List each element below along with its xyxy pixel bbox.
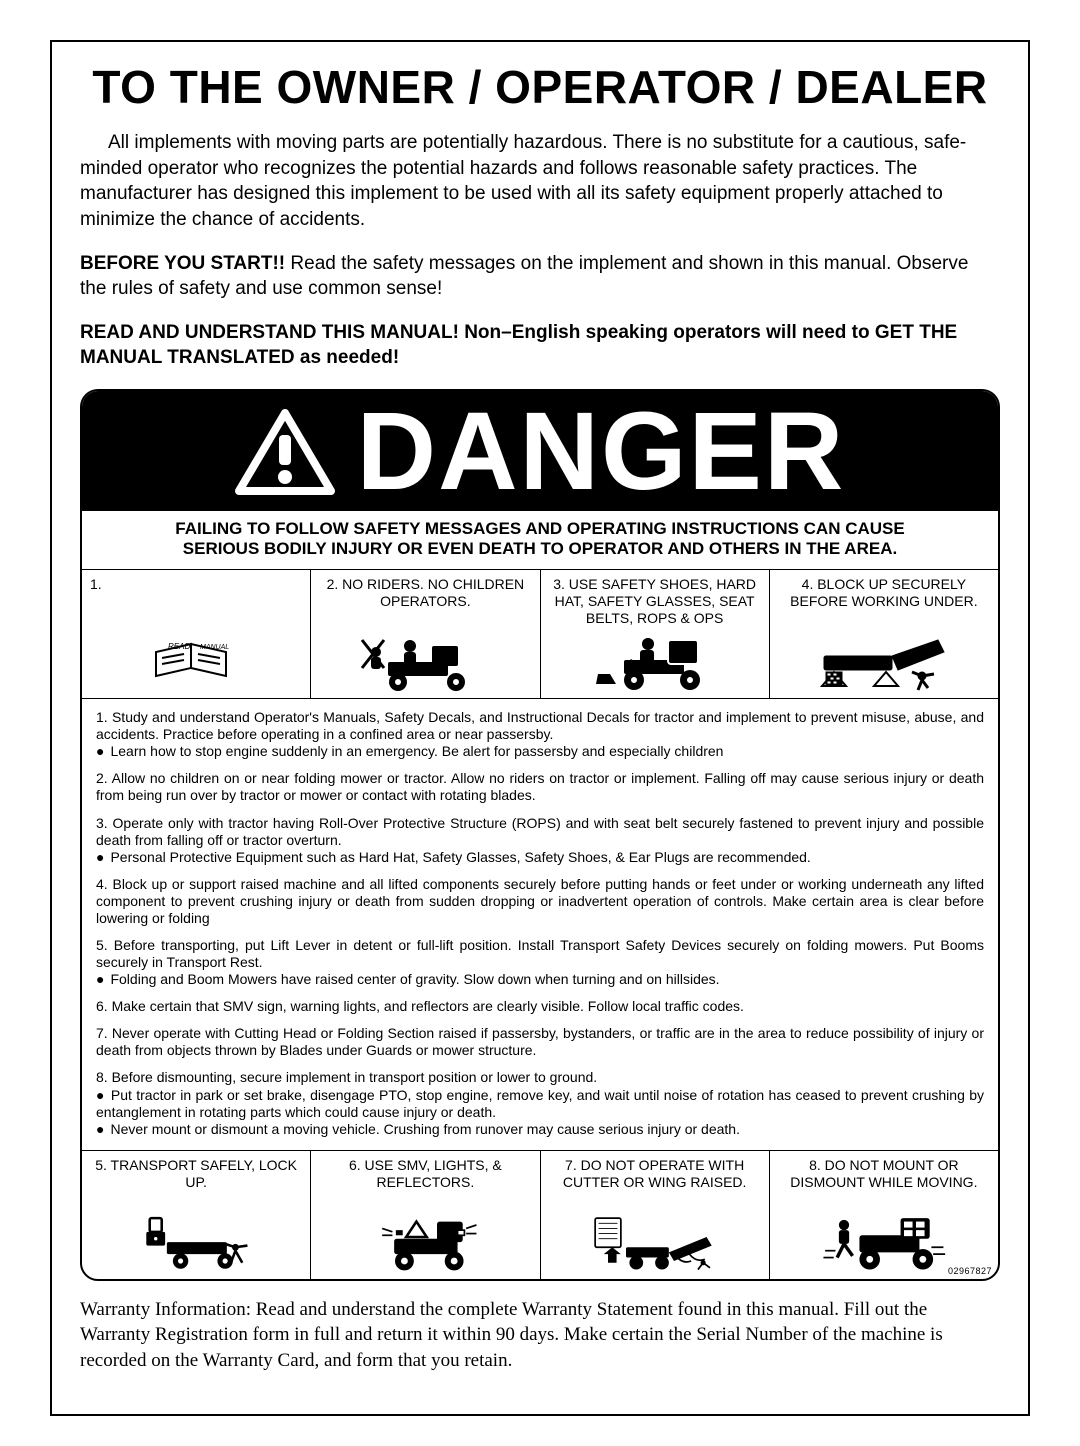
rule-4: 4. Block up or support raised machine an… xyxy=(96,876,984,927)
icon-cell-4: 4. BLOCK UP SECURELY BEFORE WORKING UNDE… xyxy=(770,570,998,698)
icon-caption: 6. USE SMV, LIGHTS, & REFLECTORS. xyxy=(319,1157,531,1209)
icon-cell-3: 3. USE SAFETY SHOES, HARD HAT, SAFETY GL… xyxy=(541,570,770,698)
ppe-icon xyxy=(549,632,761,692)
rule-3: 3. Operate only with tractor having Roll… xyxy=(96,815,984,866)
icon-caption: 4. BLOCK UP SECURELY BEFORE WORKING UNDE… xyxy=(778,576,990,628)
icon-caption: 2. NO RIDERS. NO CHILDREN OPERATORS. xyxy=(319,576,531,628)
rule-text: 8. Before dismounting, secure implement … xyxy=(96,1069,597,1085)
danger-sub-line-1: FAILING TO FOLLOW SAFETY MESSAGES AND OP… xyxy=(92,519,988,539)
icon-cell-7: 7. DO NOT OPERATE WITH CUTTER OR WING RA… xyxy=(541,1151,770,1279)
icon-cell-8: 8. DO NOT MOUNT OR DISMOUNT WHILE MOVING… xyxy=(770,1151,998,1279)
icon-cell-5: 5. TRANSPORT SAFELY, LOCK UP. xyxy=(82,1151,311,1279)
smv-lights-icon xyxy=(319,1213,531,1273)
danger-sub-line-2: SERIOUS BODILY INJURY OR EVEN DEATH TO O… xyxy=(92,539,988,559)
no-mount-moving-icon xyxy=(778,1213,990,1273)
alert-triangle-icon xyxy=(235,409,335,495)
svg-text:READ: READ xyxy=(168,642,190,651)
transport-lock-icon xyxy=(90,1213,302,1273)
rule-bullet: Never mount or dismount a moving vehicle… xyxy=(96,1121,740,1137)
rule-text: 1. Study and understand Operator's Manua… xyxy=(96,709,984,742)
icon-caption: 3. USE SAFETY SHOES, HARD HAT, SAFETY GL… xyxy=(549,576,761,628)
rule-8: 8. Before dismounting, secure implement … xyxy=(96,1069,984,1137)
block-up-icon xyxy=(778,632,990,692)
danger-word: DANGER xyxy=(357,397,846,507)
warranty-paragraph: Warranty Information: Read and understan… xyxy=(80,1297,1000,1374)
before-start-lead: BEFORE YOU START!! xyxy=(80,253,285,274)
read-manual-icon: READ MANUAL xyxy=(90,632,302,692)
icon-cell-2: 2. NO RIDERS. NO CHILDREN OPERATORS. xyxy=(311,570,540,698)
rule-text: 5. Before transporting, put Lift Lever i… xyxy=(96,937,984,970)
icon-caption: 8. DO NOT MOUNT OR DISMOUNT WHILE MOVING… xyxy=(778,1157,990,1209)
icon-row-top: 1. READ MANUAL xyxy=(82,570,998,699)
page-title: TO THE OWNER / OPERATOR / DEALER xyxy=(80,60,1000,114)
rule-5: 5. Before transporting, put Lift Lever i… xyxy=(96,937,984,988)
icon-caption: 1. xyxy=(90,576,302,628)
rule-bullet: Learn how to stop engine suddenly in an … xyxy=(96,743,723,759)
part-number: 02967827 xyxy=(948,1266,992,1277)
icon-caption: 7. DO NOT OPERATE WITH CUTTER OR WING RA… xyxy=(549,1157,761,1209)
danger-header: DANGER xyxy=(82,391,998,511)
rule-7: 7. Never operate with Cutting Head or Fo… xyxy=(96,1025,984,1059)
rule-6: 6. Make certain that SMV sign, warning l… xyxy=(96,998,984,1015)
danger-subhead: FAILING TO FOLLOW SAFETY MESSAGES AND OP… xyxy=(82,511,998,570)
rule-2: 2. Allow no children on or near folding … xyxy=(96,770,984,804)
read-manual-heading: READ AND UNDERSTAND THIS MANUAL! Non–Eng… xyxy=(80,320,1000,371)
icon-cell-1: 1. READ MANUAL xyxy=(82,570,311,698)
document-border: TO THE OWNER / OPERATOR / DEALER All imp… xyxy=(50,40,1030,1416)
rule-1: 1. Study and understand Operator's Manua… xyxy=(96,709,984,760)
icon-row-bottom: 5. TRANSPORT SAFELY, LOCK UP. xyxy=(82,1150,998,1279)
intro-paragraph: All implements with moving parts are pot… xyxy=(80,130,1000,233)
icon-caption: 5. TRANSPORT SAFELY, LOCK UP. xyxy=(90,1157,302,1209)
rules-block: 1. Study and understand Operator's Manua… xyxy=(82,699,998,1150)
rule-bullet: Put tractor in park or set brake, diseng… xyxy=(96,1087,984,1120)
before-start-paragraph: BEFORE YOU START!! Read the safety messa… xyxy=(80,251,1000,302)
page: TO THE OWNER / OPERATOR / DEALER All imp… xyxy=(0,0,1080,1446)
wing-raised-icon xyxy=(549,1213,761,1273)
no-riders-icon xyxy=(319,632,531,692)
danger-panel: DANGER FAILING TO FOLLOW SAFETY MESSAGES… xyxy=(80,389,1000,1281)
rule-text: 3. Operate only with tractor having Roll… xyxy=(96,815,984,848)
svg-text:MANUAL: MANUAL xyxy=(200,644,229,651)
rule-bullet: Folding and Boom Mowers have raised cent… xyxy=(96,971,720,987)
rule-bullet: Personal Protective Equipment such as Ha… xyxy=(96,849,811,865)
icon-cell-6: 6. USE SMV, LIGHTS, & REFLECTORS. xyxy=(311,1151,540,1279)
